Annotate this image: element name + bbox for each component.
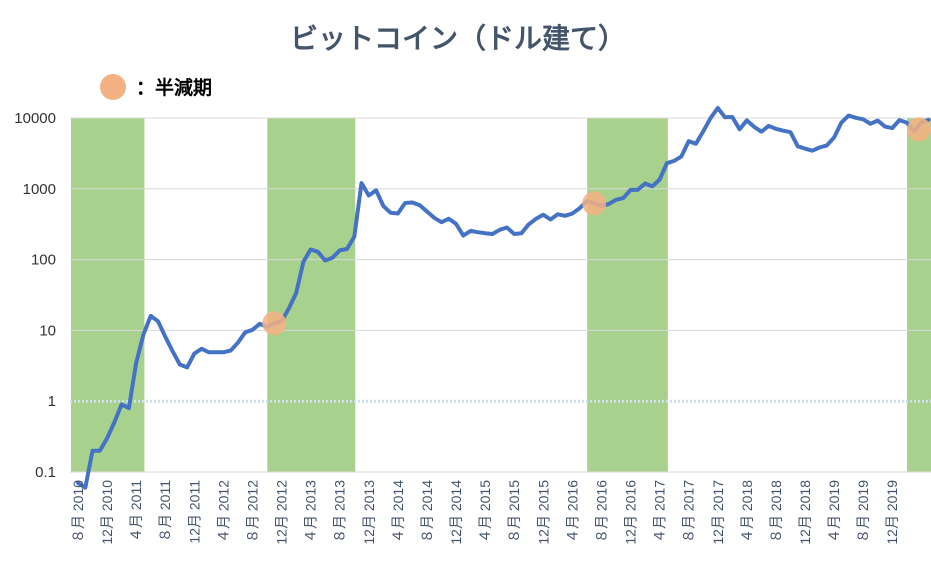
halving-marker-0 [262, 311, 287, 336]
halving-marker-2 [907, 117, 931, 142]
x-tick-label: ８月 2011 [157, 480, 173, 542]
shaded-period-3 [907, 118, 931, 472]
price-line [76, 106, 931, 490]
legend-halving-label: ：半減期 [136, 76, 212, 99]
y-tick-label: 1 [48, 393, 56, 410]
x-tick-label: ８月 2013 [332, 480, 348, 543]
x-tick-label: ４月 2014 [390, 480, 406, 543]
x-tick-label: ８月 2015 [506, 480, 522, 543]
price-line-layer [76, 106, 931, 490]
y-axis-ticks: 0.1 1 10 100 1000 10000 [14, 110, 56, 481]
y-tick-label: 1000 [23, 181, 56, 198]
x-tick-label: ８月 2018 [768, 480, 784, 543]
x-tick-label: ４月 2016 [564, 480, 580, 543]
x-tick-label: ８月 2017 [681, 480, 697, 543]
x-tick-label: 12月 2012 [274, 480, 290, 545]
x-tick-label: ４月 2015 [477, 480, 493, 543]
x-tick-label: ４月 2011 [128, 480, 144, 542]
y-tick-label: 100 [31, 252, 56, 269]
x-tick-label: ８月 2014 [419, 480, 435, 543]
x-tick-label: ８月 2019 [855, 480, 871, 543]
shaded-period-2 [587, 118, 668, 472]
x-tick-label: 12月 2011 [186, 480, 202, 544]
x-tick-label: ８月 2016 [593, 480, 609, 543]
halving-markers [262, 117, 931, 336]
gridlines [70, 117, 931, 473]
x-tick-label: 12月 2013 [361, 480, 377, 545]
x-tick-label: 12月 2015 [535, 480, 551, 545]
price-line-overlay [78, 108, 929, 488]
x-tick-label: ４月 2013 [303, 480, 319, 543]
x-tick-label: ８月 2010 [70, 480, 86, 543]
x-tick-label: ４月 2019 [826, 480, 842, 543]
x-tick-label: 12月 2016 [623, 480, 639, 545]
y-tick-label: 0.1 [35, 464, 56, 481]
x-tick-label: 12月 2014 [448, 480, 464, 545]
x-axis-ticks: ８月 2010 12月 2010 ４月 2011 ８月 2011 12月 2011 ４月 … [70, 480, 900, 545]
x-tick-label: 12月 2017 [710, 480, 726, 545]
shaded-periods [71, 118, 931, 472]
legend-halving-marker [100, 74, 126, 100]
shaded-period-0 [71, 118, 145, 472]
x-tick-label: ４月 2012 [215, 480, 231, 543]
halving-marker-1 [582, 191, 607, 216]
x-tick-label: 12月 2019 [884, 480, 900, 545]
x-tick-label: ８月 2012 [244, 480, 260, 543]
x-tick-label: 12月 2018 [797, 480, 813, 545]
y-tick-label: 10 [39, 322, 56, 339]
x-tick-label: ４月 2018 [739, 480, 755, 543]
x-tick-label: ４月 2017 [652, 480, 668, 543]
y-tick-label: 10000 [14, 110, 56, 127]
shaded-period-1 [267, 118, 356, 472]
chart-title: ビットコイン（ドル建て） [290, 22, 626, 55]
x-tick-label: 12月 2010 [99, 480, 115, 545]
